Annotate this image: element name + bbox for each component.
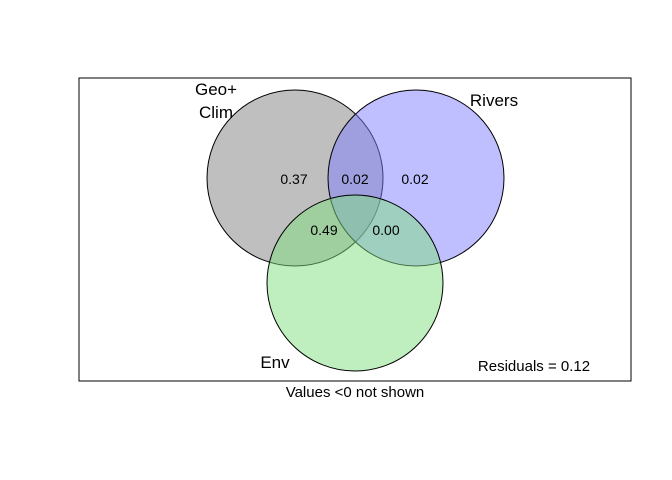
set-label-geo-clim-line1: Geo+ [195, 80, 237, 99]
value-geo-clim-only: 0.37 [280, 171, 307, 187]
set-label-geo-clim-line2: Clim [199, 103, 233, 122]
plot-frame [78, 77, 632, 382]
circle-env [266, 194, 444, 372]
value-geo-clim-env: 0.49 [310, 222, 337, 238]
set-label-env: Env [260, 353, 290, 372]
value-geo-clim-rivers: 0.02 [341, 171, 368, 187]
value-rivers-only: 0.02 [401, 171, 428, 187]
value-rivers-env: 0.00 [372, 222, 399, 238]
footnote: Values <0 not shown [286, 384, 425, 401]
set-label-rivers: Rivers [470, 91, 518, 110]
residuals-label: Residuals = 0.12 [478, 358, 590, 375]
